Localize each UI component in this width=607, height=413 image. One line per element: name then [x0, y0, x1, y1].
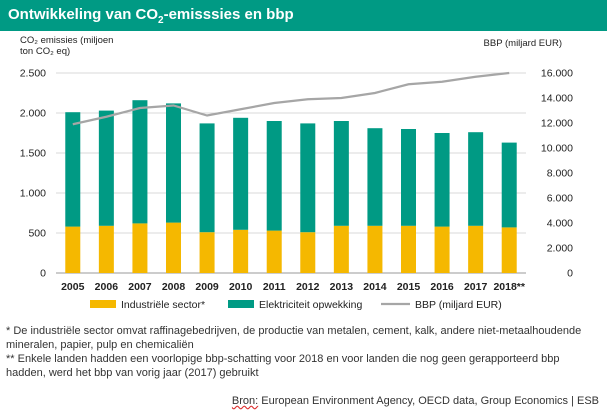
- bar-electricity: [501, 142, 517, 228]
- left-tick-label: 1.500: [20, 148, 46, 160]
- source-text: European Environment Agency, OECD data, …: [258, 395, 599, 407]
- chart-canvas: 0 500 1.000 1.500 2.000 2.500 0 2.000 4.000 6.000…: [20, 68, 573, 312]
- bar-electricity: [166, 103, 181, 223]
- legend-label-electricity: Elektriciteit opwekking: [259, 299, 362, 311]
- legend-label-industrial: Industriële sector*: [121, 299, 205, 311]
- x-tick-label: 2014: [363, 281, 387, 293]
- right-tick-label: 6.000: [547, 193, 573, 205]
- right-tick-label: 12.000: [541, 118, 573, 130]
- x-tick-label: 2015: [397, 281, 421, 293]
- right-tick-label: 2.000: [547, 243, 573, 255]
- bar-industrial: [367, 225, 383, 273]
- chart-title: Ontwikkeling van CO2-emisssies en bbp: [8, 6, 294, 26]
- x-tick-label: 2008: [162, 281, 186, 293]
- footnotes: * De industriële sector omvat raffinageb…: [6, 324, 602, 380]
- bar-electricity: [401, 129, 416, 226]
- source-line: Bron: European Environment Agency, OECD …: [232, 395, 599, 407]
- bar-electricity: [300, 123, 316, 233]
- bar-electricity: [132, 100, 148, 224]
- right-tick-label: 10.000: [541, 143, 573, 155]
- left-tick-label: 500: [28, 228, 46, 240]
- bar-electricity: [266, 121, 282, 231]
- x-tick-label: 2007: [128, 281, 152, 293]
- x-tick-label: 2016: [430, 281, 454, 293]
- right-tick-label: 4.000: [547, 218, 573, 230]
- left-tick-label: 0: [40, 268, 46, 280]
- bar-electricity: [468, 132, 484, 226]
- right-tick-label: 8.000: [547, 168, 573, 180]
- x-tick-label: 2006: [95, 281, 119, 293]
- x-tick-label: 2010: [229, 281, 253, 293]
- bar-electricity: [65, 112, 81, 227]
- bar-industrial: [98, 225, 114, 273]
- bar-industrial: [166, 222, 181, 273]
- gdp-line: [72, 71, 510, 126]
- x-tick-label: 2011: [263, 281, 286, 293]
- footnote-gdp: ** Enkele landen hadden een voorlopige b…: [6, 353, 560, 379]
- source-prefix: Bron:: [231, 395, 259, 407]
- bar-industrial: [266, 230, 282, 273]
- legend-label-gdp: BBP (miljard EUR): [415, 299, 502, 311]
- bar-electricity: [199, 123, 215, 233]
- x-tick-label: 2009: [195, 281, 219, 293]
- bar-industrial: [333, 225, 349, 273]
- bar-industrial: [434, 226, 450, 273]
- x-tick-label: 2017: [464, 281, 488, 293]
- bar-electricity: [434, 133, 450, 227]
- bar-industrial: [468, 225, 484, 273]
- bar-industrial: [199, 232, 215, 273]
- bar-industrial: [501, 227, 517, 273]
- bar-industrial: [300, 232, 316, 273]
- right-tick-label: 16.000: [541, 68, 573, 80]
- x-tick-label: 2005: [61, 281, 85, 293]
- bar-industrial: [132, 223, 148, 273]
- legend-swatch-electricity: [228, 300, 254, 308]
- bar-electricity: [233, 117, 249, 230]
- left-tick-label: 1.000: [20, 188, 46, 200]
- bar-industrial: [65, 226, 81, 273]
- left-axis-label-line2: ton CO₂ eq): [20, 46, 71, 57]
- left-axis-label-line1: CO₂ emissies (miljoen: [20, 35, 114, 46]
- left-tick-label: 2.500: [20, 68, 46, 80]
- bar-industrial: [233, 229, 249, 273]
- left-tick-label: 2.000: [20, 108, 46, 120]
- x-tick-label: 2013: [330, 281, 354, 293]
- right-tick-label: 14.000: [541, 93, 573, 105]
- title-bar: Ontwikkeling van CO2-emisssies en bbp: [0, 0, 607, 31]
- legend-swatch-industrial: [90, 300, 116, 308]
- right-tick-label: 0: [567, 268, 573, 280]
- x-tick-label: 2018**: [493, 281, 525, 293]
- right-axis-label: BBP (miljard EUR): [483, 38, 562, 49]
- bar-electricity: [333, 121, 349, 226]
- bar-industrial: [401, 225, 416, 273]
- bar-electricity: [367, 128, 383, 226]
- left-axis-label: CO₂ emissies (miljoen ton CO₂ eq): [20, 35, 170, 57]
- bar-electricity: [98, 110, 114, 226]
- x-tick-label: 2012: [296, 281, 320, 293]
- footnote-industrial: * De industriële sector omvat raffinageb…: [6, 325, 582, 351]
